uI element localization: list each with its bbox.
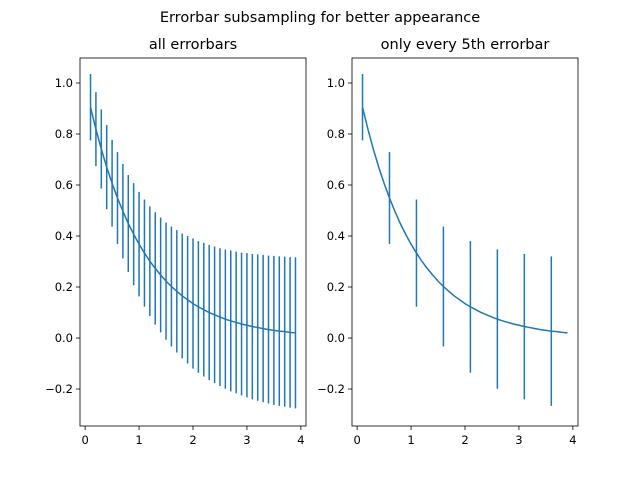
series-line: [361, 107, 568, 334]
y-tick-label: 0.0: [327, 331, 345, 345]
x-tick-label: 3: [515, 433, 522, 447]
y-tick-label: 0.0: [55, 331, 73, 345]
y-tick-label: 0.8: [55, 127, 73, 141]
x-tick-label: 0: [81, 433, 88, 447]
y-tick-label: 0.2: [327, 280, 345, 294]
x-tick-label: 0: [353, 433, 360, 447]
y-tick-label: 1.0: [55, 76, 73, 90]
x-tick-label: 3: [243, 433, 250, 447]
x-tick-label: 1: [135, 433, 142, 447]
subplot-all-errorbars: all errorbars 0 1 2 3 4 −0.2 0.0 0.2 0.4 0.6 0.8 1.0: [45, 37, 307, 447]
subplot-title: only every 5th errorbar: [381, 37, 550, 53]
y-tick-label: −0.2: [45, 382, 73, 396]
x-tick-label: 4: [297, 433, 304, 447]
figure-suptitle: Errorbar subsampling for better appearan…: [160, 10, 480, 26]
subplot-title: all errorbars: [149, 37, 237, 53]
x-tick-label: 4: [569, 433, 576, 447]
axes-frame: [351, 57, 579, 427]
axes-frame: [79, 57, 307, 427]
y-tick-label: 0.2: [55, 280, 73, 294]
x-tick-label: 2: [189, 433, 196, 447]
y-tick-label: 0.6: [327, 178, 345, 192]
y-tick-label: 0.4: [327, 229, 345, 243]
y-tick-label: 0.8: [327, 127, 345, 141]
y-tick-label: −0.2: [317, 382, 345, 396]
y-tick-label: 1.0: [327, 76, 345, 90]
series-line: [89, 107, 296, 334]
subplot-every-5th-errorbar: only every 5th errorbar 0 1 2 3 4 −0.2 0.0 0.2 0.…: [317, 37, 579, 447]
y-tick-label: 0.4: [55, 229, 73, 243]
y-tick-label: 0.6: [55, 178, 73, 192]
x-tick-label: 2: [461, 433, 468, 447]
x-tick-label: 1: [407, 433, 414, 447]
